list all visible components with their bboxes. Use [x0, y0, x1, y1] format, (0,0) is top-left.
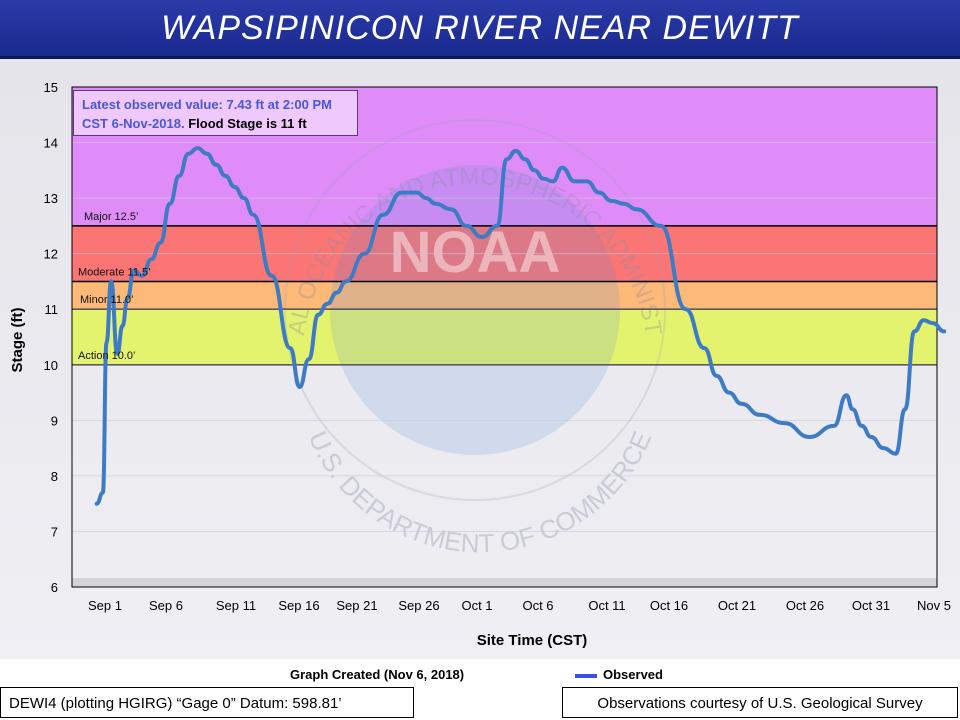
y-tick-label: 6 — [51, 580, 58, 595]
flood-stage-text: Flood Stage is 11 ft — [188, 116, 307, 131]
x-tick-label: Nov 5 — [917, 598, 951, 613]
flood-category-label: Action 10.0’ — [78, 350, 135, 362]
title-bar — [0, 0, 960, 59]
minor-flood-band — [72, 281, 937, 310]
y-tick-label: 15 — [44, 80, 58, 95]
y-tick-label: 10 — [44, 358, 58, 373]
y-tick-label: 13 — [44, 191, 58, 206]
graph-created-text: Graph Created (Nov 6, 2018) — [290, 667, 465, 682]
flood-category-label: Moderate 11.5’ — [78, 266, 151, 278]
y-axis-label: Stage (ft) — [9, 308, 26, 373]
legend-label: Observed — [603, 667, 663, 682]
x-tick-label: Oct 26 — [786, 598, 824, 613]
watermark-disc — [330, 165, 620, 455]
x-axis-label: Site Time (CST) — [477, 632, 588, 649]
page-title: WAPSIPINICON RIVER NEAR DEWITT — [161, 9, 799, 47]
x-tick-label: Sep 6 — [149, 598, 183, 613]
x-tick-label: Oct 21 — [718, 598, 756, 613]
x-tick-label: Sep 21 — [336, 598, 377, 613]
watermark-ring — [284, 119, 666, 501]
y-tick-label: 7 — [51, 524, 58, 539]
y-tick-label: 11 — [45, 302, 59, 317]
y-tick-label: 9 — [51, 413, 58, 428]
x-tick-label: Sep 26 — [398, 598, 439, 613]
plot-frame — [71, 86, 938, 588]
flood-category-label: Major 12.5’ — [84, 211, 138, 223]
x-tick-label: Sep 16 — [278, 598, 319, 613]
y-tick-label: 8 — [51, 469, 58, 484]
x-tick-label: Sep 11 — [216, 598, 256, 613]
flood-category-label: Minor 11.0’ — [80, 294, 134, 306]
x-tick-label: Oct 11 — [588, 598, 625, 613]
legend-line-swatch — [575, 673, 597, 678]
x-tick-label: Oct 16 — [650, 598, 688, 613]
x-tick-label: Oct 1 — [461, 598, 492, 613]
x-tick-label: Sep 1 — [88, 598, 122, 613]
legend: Observed — [575, 667, 663, 682]
x-tick-label: Oct 6 — [522, 598, 553, 613]
datum-footer: DEWI4 (plotting HGIRG) “Gage 0” Datum: 5… — [0, 687, 414, 718]
latest-observed-text: Latest observed value: 7.43 ft at 2:00 P… — [82, 97, 332, 131]
courtesy-footer: Observations courtesy of U.S. Geological… — [562, 687, 958, 718]
y-tick-label: 14 — [44, 136, 58, 151]
x-axis-base-strip — [72, 578, 937, 587]
x-tick-label: Oct 31 — [852, 598, 890, 613]
y-tick-label: 12 — [44, 247, 58, 262]
action-stage-band — [72, 309, 937, 365]
latest-value-box: Latest observed value: 7.43 ft at 2:00 P… — [73, 90, 358, 136]
observed-series-line — [94, 146, 947, 506]
